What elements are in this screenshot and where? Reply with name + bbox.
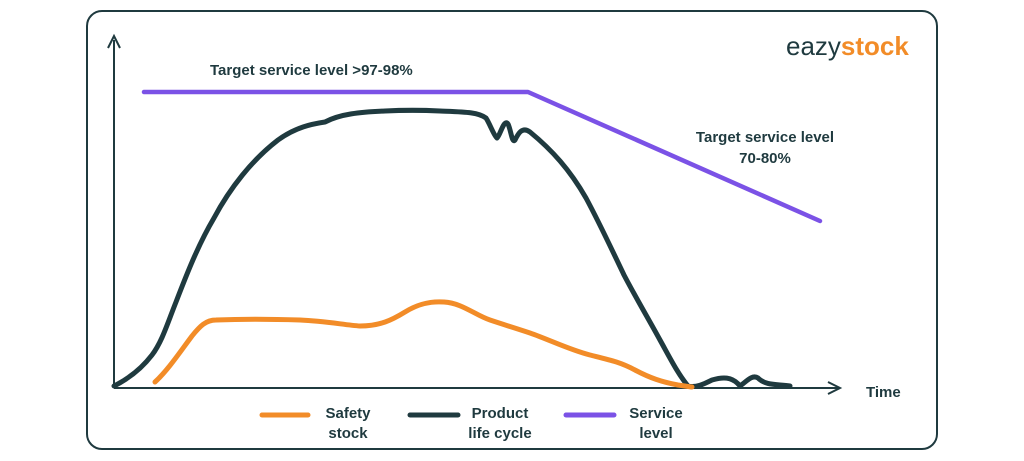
x-axis-arrow bbox=[827, 381, 843, 395]
x-axis-label: Time bbox=[866, 384, 901, 401]
chart-card bbox=[86, 10, 938, 450]
logo: eazystock bbox=[786, 31, 909, 61]
legend-label-service-level-2: level bbox=[639, 425, 672, 442]
product-life-cycle-curve bbox=[111, 107, 793, 389]
legend-label-safety-stock-1: Safety bbox=[325, 405, 371, 422]
legend-label-safety-stock-2: stock bbox=[328, 425, 368, 442]
service-level-line bbox=[141, 89, 823, 224]
y-axis-arrow bbox=[107, 33, 121, 49]
logo-part-stock: stock bbox=[841, 31, 909, 61]
high-target-annotation: Target service level >97-98% bbox=[210, 62, 413, 79]
legend-label-service-level-1: Service bbox=[629, 405, 682, 422]
safety-stock-curve bbox=[152, 299, 695, 390]
legend: Safety stock Product life cycle Service … bbox=[259, 405, 683, 442]
legend-label-product-life-cycle-2: life cycle bbox=[468, 425, 531, 442]
logo-part-eazy: eazy bbox=[786, 31, 841, 61]
low-target-annotation-line1: Target service level bbox=[696, 129, 834, 146]
low-target-annotation-line2: 70-80% bbox=[739, 150, 791, 167]
legend-label-product-life-cycle-1: Product bbox=[472, 405, 529, 422]
